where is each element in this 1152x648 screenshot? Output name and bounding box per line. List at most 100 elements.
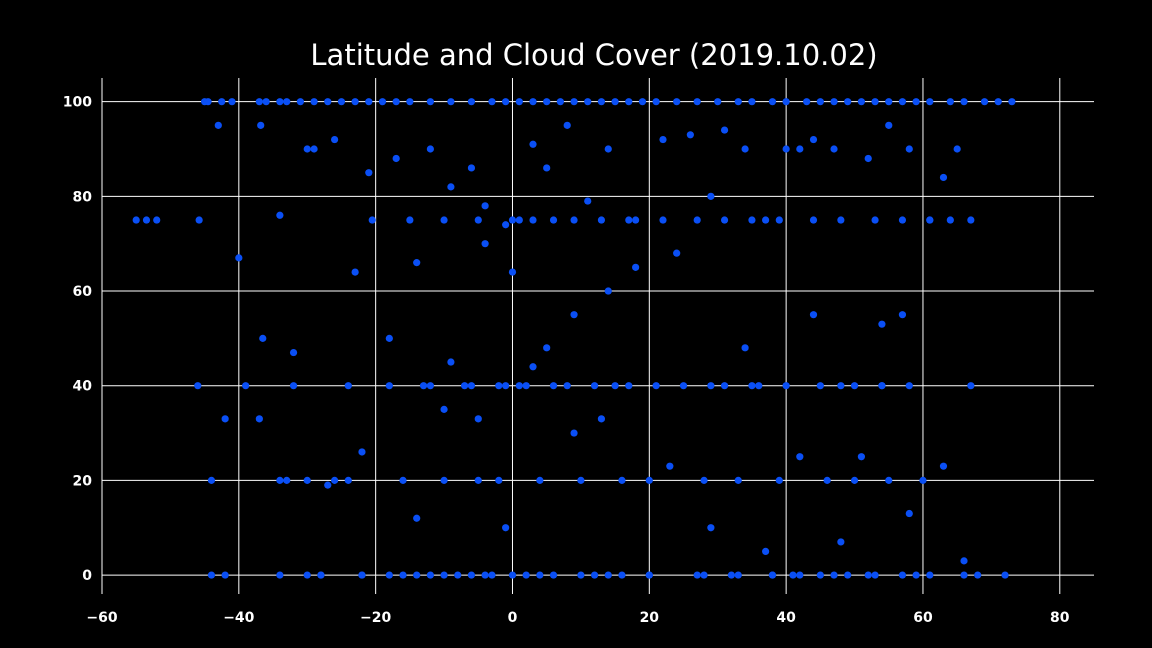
data-point — [898, 571, 907, 579]
y-tick-label: 80 — [73, 189, 93, 205]
data-point — [618, 476, 626, 484]
data-point — [440, 216, 448, 224]
data-point — [228, 98, 236, 106]
data-point — [645, 476, 653, 484]
data-point — [816, 571, 824, 579]
data-point — [262, 98, 270, 106]
data-point — [536, 476, 544, 484]
data-point — [775, 476, 783, 484]
data-point — [618, 571, 626, 579]
y-tick-label: 0 — [82, 568, 92, 584]
data-point — [960, 557, 968, 565]
data-point — [488, 98, 496, 106]
data-point — [967, 382, 975, 390]
data-point — [693, 98, 701, 106]
data-point — [413, 571, 421, 579]
data-point — [632, 263, 640, 271]
data-point — [255, 415, 263, 423]
data-point — [939, 462, 948, 470]
data-point — [844, 571, 852, 579]
data-point — [625, 216, 633, 224]
data-point — [207, 571, 216, 579]
axes: 0 20 40 60 80 100 −60 −40 −20 0 20 40 60 80 — [63, 78, 1070, 626]
data-point — [276, 211, 284, 219]
x-tick-label: −60 — [86, 610, 117, 626]
data-point — [960, 98, 968, 106]
data-point — [204, 98, 212, 106]
data-point — [543, 344, 551, 352]
data-point — [590, 571, 599, 579]
data-point — [358, 571, 366, 579]
data-point — [515, 98, 523, 106]
data-point — [344, 476, 352, 484]
data-point — [426, 98, 434, 106]
data-point — [871, 571, 879, 579]
data-point — [577, 571, 585, 579]
data-point — [686, 131, 694, 139]
data-point — [912, 571, 920, 579]
data-point — [413, 259, 421, 267]
data-point — [768, 571, 777, 579]
x-tick-label: 80 — [1050, 610, 1070, 626]
data-point — [755, 382, 763, 390]
data-point — [850, 476, 859, 484]
data-point — [926, 98, 934, 106]
data-point — [440, 405, 448, 413]
data-point — [303, 571, 311, 579]
y-tick-label: 100 — [63, 95, 92, 111]
data-point — [502, 382, 510, 390]
data-point — [549, 382, 558, 390]
data-point — [242, 382, 250, 390]
data-point — [488, 571, 496, 579]
data-point — [830, 571, 838, 579]
data-point — [748, 382, 756, 390]
data-point — [652, 98, 660, 106]
data-point — [604, 145, 612, 153]
data-point — [447, 183, 455, 191]
data-point — [529, 363, 537, 371]
data-point — [734, 98, 742, 106]
data-point — [816, 98, 824, 106]
data-point — [508, 216, 517, 224]
data-point — [844, 98, 852, 106]
data-point — [337, 98, 346, 106]
data-point — [153, 216, 161, 224]
data-point — [898, 311, 907, 319]
data-point — [823, 476, 831, 484]
data-point — [276, 98, 284, 106]
data-point — [570, 311, 578, 319]
data-point — [495, 476, 503, 484]
data-point — [967, 216, 975, 224]
data-point — [1001, 571, 1009, 579]
data-point — [659, 216, 667, 224]
data-point — [782, 98, 790, 106]
data-point — [673, 98, 681, 106]
data-point — [474, 476, 482, 484]
data-point — [529, 216, 537, 224]
x-tick-label: −20 — [360, 610, 391, 626]
data-point — [796, 453, 804, 461]
data-point — [221, 415, 229, 423]
data-point — [235, 254, 243, 262]
data-point — [365, 169, 373, 177]
data-point — [919, 476, 927, 484]
data-point — [392, 98, 400, 106]
data-point — [775, 216, 783, 224]
data-point — [700, 476, 708, 484]
data-point — [543, 98, 551, 106]
data-point — [556, 98, 564, 106]
data-point — [529, 140, 537, 148]
data-point — [522, 571, 530, 579]
data-point — [898, 216, 907, 224]
data-point — [830, 145, 838, 153]
data-point — [508, 571, 517, 579]
data-point — [912, 98, 920, 106]
data-point — [707, 524, 715, 532]
data-point — [768, 98, 777, 106]
data-point — [495, 382, 503, 390]
data-point — [426, 145, 434, 153]
data-point — [693, 571, 701, 579]
data-point — [303, 476, 311, 484]
data-point — [748, 216, 756, 224]
data-point — [440, 476, 448, 484]
